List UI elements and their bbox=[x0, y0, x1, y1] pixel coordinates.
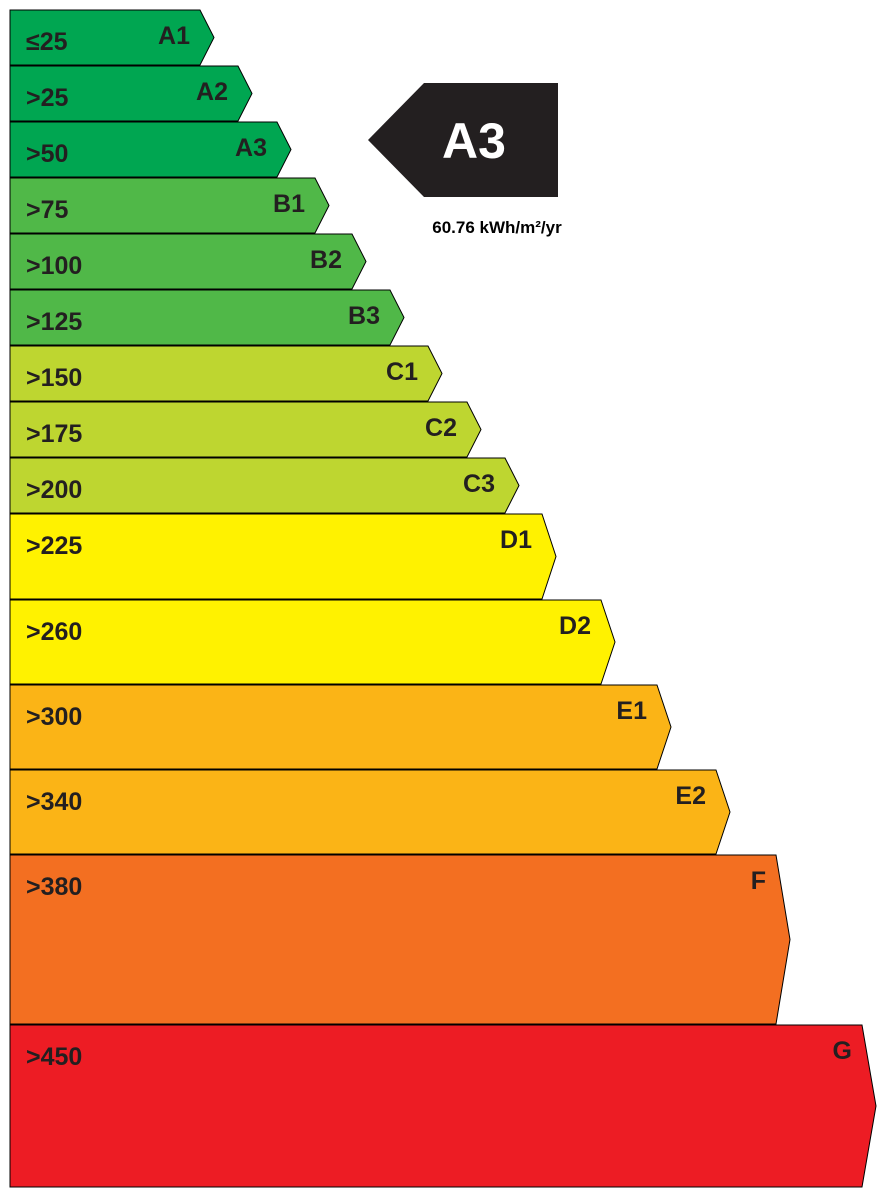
rating-band-threshold: >200 bbox=[26, 476, 82, 504]
current-rating-value: 60.76 kWh/m²/yr bbox=[432, 218, 562, 237]
rating-band-shape bbox=[9, 65, 253, 122]
rating-band-b1: >75 B1 bbox=[9, 177, 330, 234]
rating-bands: ≤25 A1>25 A2>50 A3>75 B1>100 B2>125 B3>150 C1>1… bbox=[9, 9, 877, 1188]
rating-band-letter: A3 bbox=[235, 134, 267, 162]
rating-band-a1: ≤25 A1 bbox=[9, 9, 215, 66]
rating-band-threshold: >450 bbox=[26, 1043, 82, 1071]
rating-band-letter: B3 bbox=[348, 302, 380, 330]
rating-band-d2: >260 D2 bbox=[9, 599, 616, 685]
rating-band-letter: F bbox=[751, 867, 766, 895]
rating-band-threshold: >340 bbox=[26, 788, 82, 816]
rating-band-shape bbox=[9, 121, 292, 178]
rating-band-shape bbox=[9, 233, 367, 290]
rating-band-shape bbox=[9, 457, 520, 514]
rating-band-threshold: >75 bbox=[26, 196, 69, 224]
rating-band-a2: >25 A2 bbox=[9, 65, 253, 122]
rating-band-shape bbox=[9, 1024, 877, 1188]
rating-band-shape bbox=[9, 177, 330, 234]
current-rating-letter: A3 bbox=[442, 113, 506, 169]
rating-band-threshold: >260 bbox=[26, 618, 82, 646]
rating-band-shape bbox=[9, 599, 616, 685]
rating-band-threshold: >50 bbox=[26, 140, 68, 168]
rating-band-letter: B1 bbox=[273, 190, 305, 218]
current-rating-indicator: A3 60.76 kWh/m²/yr bbox=[368, 83, 562, 237]
rating-band-c2: >175 C2 bbox=[9, 401, 482, 458]
rating-band-shape bbox=[9, 345, 443, 402]
rating-band-b2: >100 B2 bbox=[9, 233, 367, 290]
rating-band-shape bbox=[9, 854, 791, 1025]
rating-band-c1: >150 C1 bbox=[9, 345, 443, 402]
rating-band-letter: D2 bbox=[559, 612, 591, 640]
rating-band-threshold: >150 bbox=[26, 364, 82, 392]
rating-band-letter: G bbox=[833, 1037, 852, 1065]
current-rating-arrow bbox=[368, 83, 558, 197]
rating-band-letter: A2 bbox=[196, 78, 228, 106]
rating-band-letter: C1 bbox=[386, 358, 418, 386]
rating-band-shape bbox=[9, 289, 405, 346]
rating-band-shape bbox=[9, 9, 215, 66]
rating-band-c3: >200 C3 bbox=[9, 457, 520, 514]
rating-band-letter: A1 bbox=[158, 22, 190, 50]
rating-band-e2: >340 E2 bbox=[9, 769, 731, 855]
rating-band-shape bbox=[9, 769, 731, 855]
rating-band-threshold: >100 bbox=[26, 252, 82, 280]
rating-band-d1: >225 D1 bbox=[9, 513, 557, 600]
rating-band-threshold: >25 bbox=[26, 84, 69, 112]
rating-band-letter: B2 bbox=[310, 246, 342, 274]
rating-band-letter: C2 bbox=[425, 414, 457, 442]
rating-band-g: >450 G bbox=[9, 1024, 877, 1188]
rating-band-e1: >300 E1 bbox=[9, 684, 672, 770]
rating-band-letter: C3 bbox=[463, 470, 495, 498]
rating-band-threshold: >175 bbox=[26, 420, 82, 448]
rating-band-shape bbox=[9, 401, 482, 458]
rating-band-b3: >125 B3 bbox=[9, 289, 405, 346]
rating-band-letter: E1 bbox=[616, 697, 647, 725]
rating-band-shape bbox=[9, 513, 557, 600]
rating-band-f: >380 F bbox=[9, 854, 791, 1025]
rating-band-threshold: >225 bbox=[26, 532, 82, 560]
rating-band-letter: D1 bbox=[500, 526, 532, 554]
rating-band-shape bbox=[9, 684, 672, 770]
rating-band-threshold: >125 bbox=[26, 308, 82, 336]
rating-band-threshold: >380 bbox=[26, 873, 82, 901]
rating-band-threshold: ≤25 bbox=[26, 28, 68, 56]
rating-band-letter: E2 bbox=[675, 782, 706, 810]
rating-band-threshold: >300 bbox=[26, 703, 82, 731]
rating-band-a3: >50 A3 bbox=[9, 121, 292, 178]
